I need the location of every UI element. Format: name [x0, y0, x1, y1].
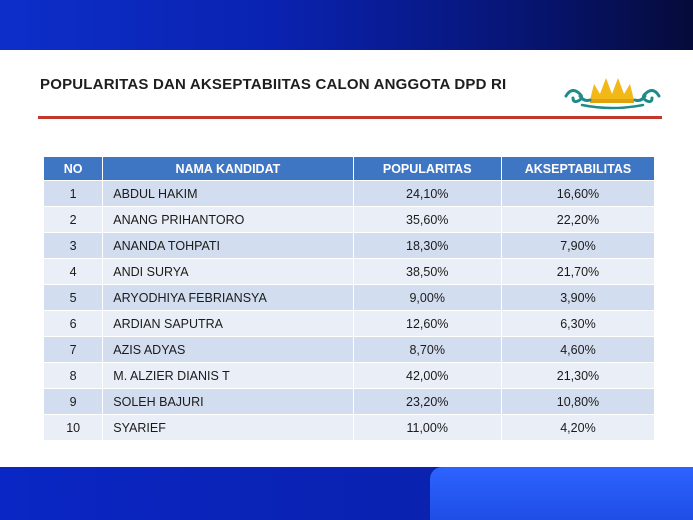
cell-no: 1	[44, 180, 104, 206]
table-row: 1 ABDUL HAKIM 24,10% 16,60%	[44, 180, 654, 206]
cell-popularitas: 11,00%	[353, 414, 502, 440]
cell-name: ANANDA TOHPATI	[103, 232, 354, 258]
table-row: 3 ANANDA TOHPATI 18,30% 7,90%	[44, 232, 654, 258]
cell-akseptabilitas: 4,60%	[501, 336, 654, 362]
cell-no: 5	[44, 284, 104, 310]
table-row: 10 SYARIEF 11,00% 4,20%	[44, 414, 654, 440]
candidate-table: NO NAMA KANDIDAT POPULARITAS AKSEPTABILI…	[44, 157, 654, 440]
cell-name: AZIS ADYAS	[103, 336, 354, 362]
cell-popularitas: 12,60%	[353, 310, 502, 336]
bottom-footer-band	[0, 467, 693, 520]
cell-name: ANDI SURYA	[103, 258, 354, 284]
cell-no: 7	[44, 336, 104, 362]
cell-popularitas: 42,00%	[353, 362, 502, 388]
top-header-band	[0, 0, 693, 50]
cell-akseptabilitas: 21,70%	[501, 258, 654, 284]
cell-no: 3	[44, 232, 104, 258]
siger-crown-icon	[564, 78, 661, 110]
cell-name: ANANG PRIHANTORO	[103, 206, 354, 232]
table-row: 9 SOLEH BAJURI 23,20% 10,80%	[44, 388, 654, 414]
cell-no: 10	[44, 414, 104, 440]
cell-name: ARYODHIYA FEBRIANSYA	[103, 284, 354, 310]
cell-name: ARDIAN SAPUTRA	[103, 310, 354, 336]
cell-name: SYARIEF	[103, 414, 354, 440]
footer-accent-panel	[430, 467, 693, 520]
table-row: 2 ANANG PRIHANTORO 35,60% 22,20%	[44, 206, 654, 232]
cell-akseptabilitas: 3,90%	[501, 284, 654, 310]
cell-no: 6	[44, 310, 104, 336]
cell-popularitas: 38,50%	[353, 258, 502, 284]
cell-no: 9	[44, 388, 104, 414]
page-title: POPULARITAS DAN AKSEPTABIITAS CALON ANGG…	[40, 76, 507, 93]
cell-popularitas: 35,60%	[353, 206, 502, 232]
header-akseptabilitas: AKSEPTABILITAS	[501, 157, 654, 180]
cell-no: 4	[44, 258, 104, 284]
cell-no: 8	[44, 362, 104, 388]
title-underline	[38, 116, 662, 119]
cell-akseptabilitas: 10,80%	[501, 388, 654, 414]
table-header-row: NO NAMA KANDIDAT POPULARITAS AKSEPTABILI…	[44, 157, 654, 180]
table-row: 4 ANDI SURYA 38,50% 21,70%	[44, 258, 654, 284]
cell-name: M. ALZIER DIANIS T	[103, 362, 354, 388]
cell-akseptabilitas: 7,90%	[501, 232, 654, 258]
cell-popularitas: 18,30%	[353, 232, 502, 258]
cell-akseptabilitas: 6,30%	[501, 310, 654, 336]
table-row: 7 AZIS ADYAS 8,70% 4,60%	[44, 336, 654, 362]
header-no: NO	[44, 157, 104, 180]
cell-akseptabilitas: 22,20%	[501, 206, 654, 232]
cell-akseptabilitas: 16,60%	[501, 180, 654, 206]
cell-akseptabilitas: 21,30%	[501, 362, 654, 388]
cell-name: SOLEH BAJURI	[103, 388, 354, 414]
table-row: 5 ARYODHIYA FEBRIANSYA 9,00% 3,90%	[44, 284, 654, 310]
cell-popularitas: 23,20%	[353, 388, 502, 414]
header-popularitas: POPULARITAS	[353, 157, 502, 180]
table-row: 6 ARDIAN SAPUTRA 12,60% 6,30%	[44, 310, 654, 336]
table-row: 8 M. ALZIER DIANIS T 42,00% 21,30%	[44, 362, 654, 388]
header-nama-kandidat: NAMA KANDIDAT	[103, 157, 354, 180]
cell-popularitas: 24,10%	[353, 180, 502, 206]
cell-no: 2	[44, 206, 104, 232]
cell-popularitas: 9,00%	[353, 284, 502, 310]
cell-akseptabilitas: 4,20%	[501, 414, 654, 440]
cell-name: ABDUL HAKIM	[103, 180, 354, 206]
cell-popularitas: 8,70%	[353, 336, 502, 362]
